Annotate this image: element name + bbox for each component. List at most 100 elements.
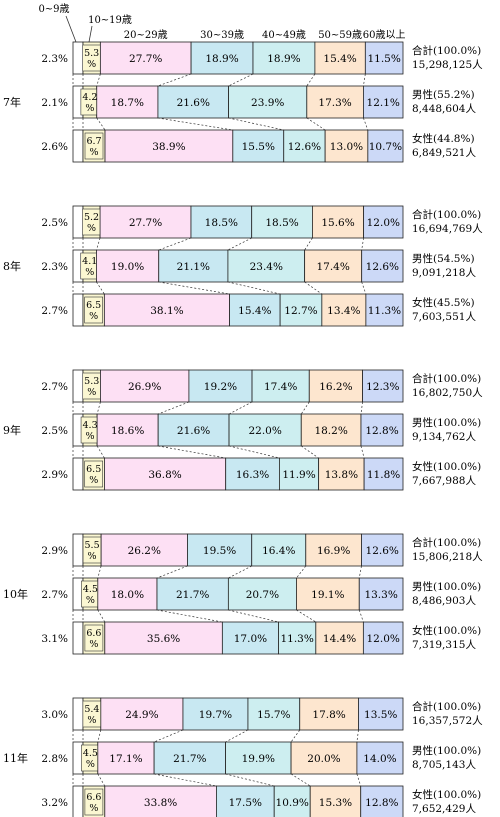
connector-line xyxy=(158,401,190,415)
data-label: 4.1% xyxy=(82,256,97,278)
bar-segment xyxy=(296,577,360,611)
bar-segment xyxy=(157,85,230,119)
connector-line xyxy=(363,73,366,87)
small-label-box xyxy=(84,296,103,324)
data-label: 19.1% xyxy=(311,589,344,601)
bar-segment xyxy=(216,785,275,817)
bar-row: 2.6% 6.7% 38.9% 15.5% 12.6% 13.0% 10.7% 女性(44.8… xyxy=(41,129,476,163)
data-label: 18.9% xyxy=(267,53,300,65)
data-label: 38.1% xyxy=(150,305,183,317)
bar-segment xyxy=(104,129,234,163)
data-label: 14.0% xyxy=(363,753,396,765)
connector-line xyxy=(290,773,311,787)
bar-segment xyxy=(99,205,192,239)
connector-line xyxy=(96,117,106,131)
data-label: 20.7% xyxy=(246,589,279,601)
data-label: 19.5% xyxy=(203,545,236,557)
year-group: 10年 2.9% 5.5% 26.2% 19.5% 16.4% 16.9% 12.6% 合計(1… xyxy=(3,533,483,655)
data-label: 10.7% xyxy=(369,141,402,153)
connector-line xyxy=(157,73,192,87)
bar-segment xyxy=(158,249,229,283)
bar-row: 3.1% 6.6% 35.6% 17.0% 11.3% 14.4% 12.0% 女性(100.… xyxy=(41,621,481,655)
data-label: 21.1% xyxy=(177,261,210,273)
bar-segment xyxy=(300,413,362,447)
row-title: 合計(100.0%) xyxy=(412,44,481,57)
bar-row: 3.2% 6.6% 33.8% 17.5% 10.9% 15.3% 12.8% 女性(100.… xyxy=(41,785,481,817)
bar-segment xyxy=(361,249,404,283)
row-title: 合計(100.0%) xyxy=(412,208,481,221)
data-label: 21.7% xyxy=(176,589,209,601)
connector-line xyxy=(356,729,359,743)
bar-segment xyxy=(72,697,84,731)
data-label: 13.0% xyxy=(330,141,363,153)
bar-row: 2.7% 6.5% 38.1% 15.4% 12.7% 13.4% 11.3% 女性(45.5… xyxy=(41,293,476,327)
data-label: 21.7% xyxy=(173,753,206,765)
row-count: 8,705,143人 xyxy=(412,759,476,771)
data-label: 11.9% xyxy=(282,469,315,481)
bar-segment xyxy=(364,41,404,75)
year-label: 8年 xyxy=(3,259,21,273)
data-label: 5.4% xyxy=(84,704,99,726)
bar-segment xyxy=(72,293,84,327)
data-label: 26.2% xyxy=(128,545,161,557)
data-label: 12.1% xyxy=(367,97,400,109)
bar-segment xyxy=(252,41,316,75)
bar-segment xyxy=(290,741,358,775)
bar-segment xyxy=(251,369,310,403)
data-label: 21.6% xyxy=(177,425,210,437)
bar-segment xyxy=(360,785,404,817)
data-label: 11.5% xyxy=(367,53,400,65)
data-label: 6.5% xyxy=(86,464,101,486)
data-label: 24.9% xyxy=(125,709,158,721)
data-label: 11.8% xyxy=(367,469,400,481)
row-count: 16,357,572人 xyxy=(412,715,483,727)
data-label: 2.8% xyxy=(41,753,68,765)
data-label: 6.7% xyxy=(86,136,101,158)
connector-line xyxy=(290,729,301,743)
data-label: 4.5% xyxy=(83,748,98,770)
bar-segment xyxy=(305,533,362,567)
data-label: 15.6% xyxy=(321,217,354,229)
data-label: 18.6% xyxy=(111,425,144,437)
connector-line xyxy=(228,73,254,87)
year-label: 11年 xyxy=(3,751,28,765)
data-label: 12.7% xyxy=(284,305,317,317)
legend-leader xyxy=(65,15,77,43)
row-title: 合計(100.0%) xyxy=(412,536,481,549)
row-title: 男性(100.0%) xyxy=(412,744,481,757)
connector-line xyxy=(228,401,253,415)
data-label: 3.0% xyxy=(41,709,68,721)
connector-line xyxy=(97,565,102,579)
data-label: 12.8% xyxy=(365,425,398,437)
data-label: 2.7% xyxy=(41,381,68,393)
bar-segment xyxy=(360,413,404,447)
row-count: 8,486,903人 xyxy=(412,595,476,607)
row-count: 6,849,521人 xyxy=(412,147,476,159)
data-label: 6.5% xyxy=(86,300,101,322)
connector-line xyxy=(361,237,364,251)
connector-line xyxy=(228,565,252,579)
bar-segment xyxy=(304,249,363,283)
bar-segment xyxy=(225,457,280,491)
data-label: 16.4% xyxy=(262,545,295,557)
bar-segment xyxy=(72,205,84,239)
connector-line xyxy=(304,237,313,251)
bar-segment xyxy=(72,41,84,75)
row-count: 16,802,750人 xyxy=(412,387,483,399)
legend-label: 50~59歳 xyxy=(318,29,362,41)
data-label: 2.5% xyxy=(41,425,68,437)
age-legend: 0~9歳 10~19歳 20~29歳 30~39歳 40~49歳 50~59歳 60歳以上 xyxy=(38,3,406,43)
year-label: 10年 xyxy=(3,587,28,601)
bar-segment xyxy=(96,249,160,283)
row-title: 合計(100.0%) xyxy=(412,372,481,385)
data-label: 5.2% xyxy=(84,212,99,234)
bar-segment xyxy=(283,129,326,163)
data-label: 5.5% xyxy=(85,540,100,562)
data-label: 17.8% xyxy=(312,709,345,721)
row-title: 女性(100.0%) xyxy=(412,788,481,801)
bar-segment xyxy=(363,205,404,239)
bar-segment xyxy=(363,457,404,491)
data-label: 17.4% xyxy=(316,261,349,273)
bar-segment xyxy=(362,369,404,403)
